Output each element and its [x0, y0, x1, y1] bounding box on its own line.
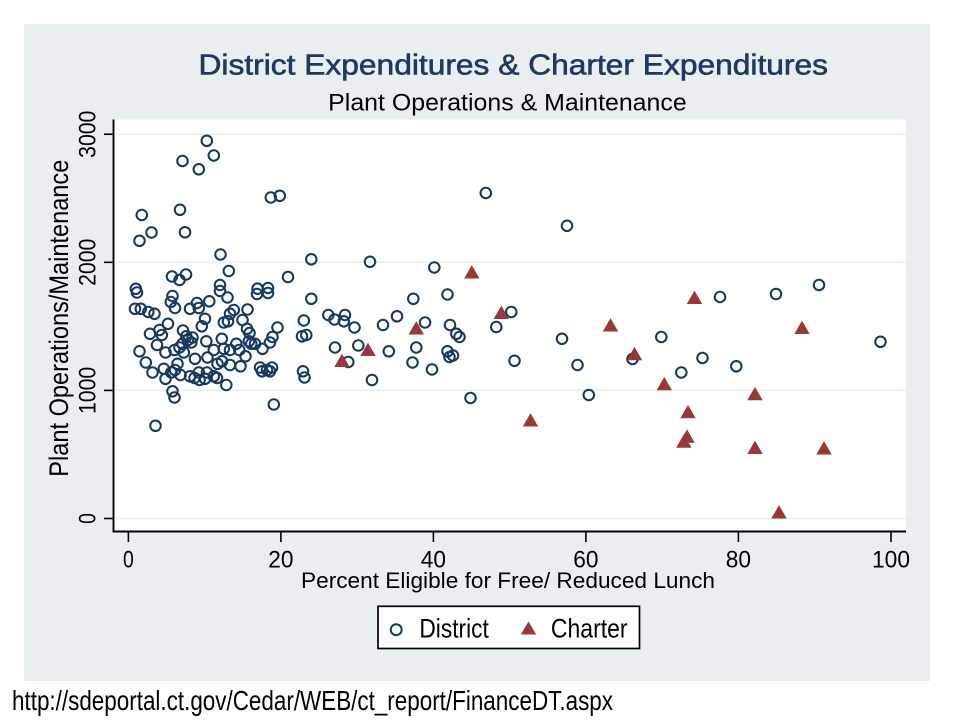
svg-text:0: 0 [123, 547, 134, 574]
svg-text:0: 0 [74, 513, 101, 524]
svg-text:100: 100 [872, 547, 910, 574]
svg-text:2000: 2000 [74, 239, 101, 286]
svg-text:Plant Operations & Maintenance: Plant Operations & Maintenance [328, 90, 686, 117]
svg-text:District: District [419, 613, 489, 643]
svg-text:Charter: Charter [551, 613, 628, 643]
svg-text:20: 20 [268, 547, 293, 574]
svg-text:http://sdeportal.ct.gov/Cedar/: http://sdeportal.ct.gov/Cedar/WEB/ct_rep… [12, 685, 613, 716]
svg-text:1000: 1000 [74, 367, 101, 414]
svg-text:60: 60 [573, 547, 598, 574]
svg-text:Percent Eligible for Free/ Red: Percent Eligible for Free/ Reduced Lunch [301, 568, 715, 593]
svg-text:80: 80 [726, 547, 751, 574]
svg-text:District Expenditures & Charte: District Expenditures & Charter Expendit… [199, 49, 829, 81]
svg-text:40: 40 [421, 547, 446, 574]
svg-text:3000: 3000 [74, 111, 101, 158]
svg-text:Plant Operations/Maintenance: Plant Operations/Maintenance [44, 160, 74, 477]
